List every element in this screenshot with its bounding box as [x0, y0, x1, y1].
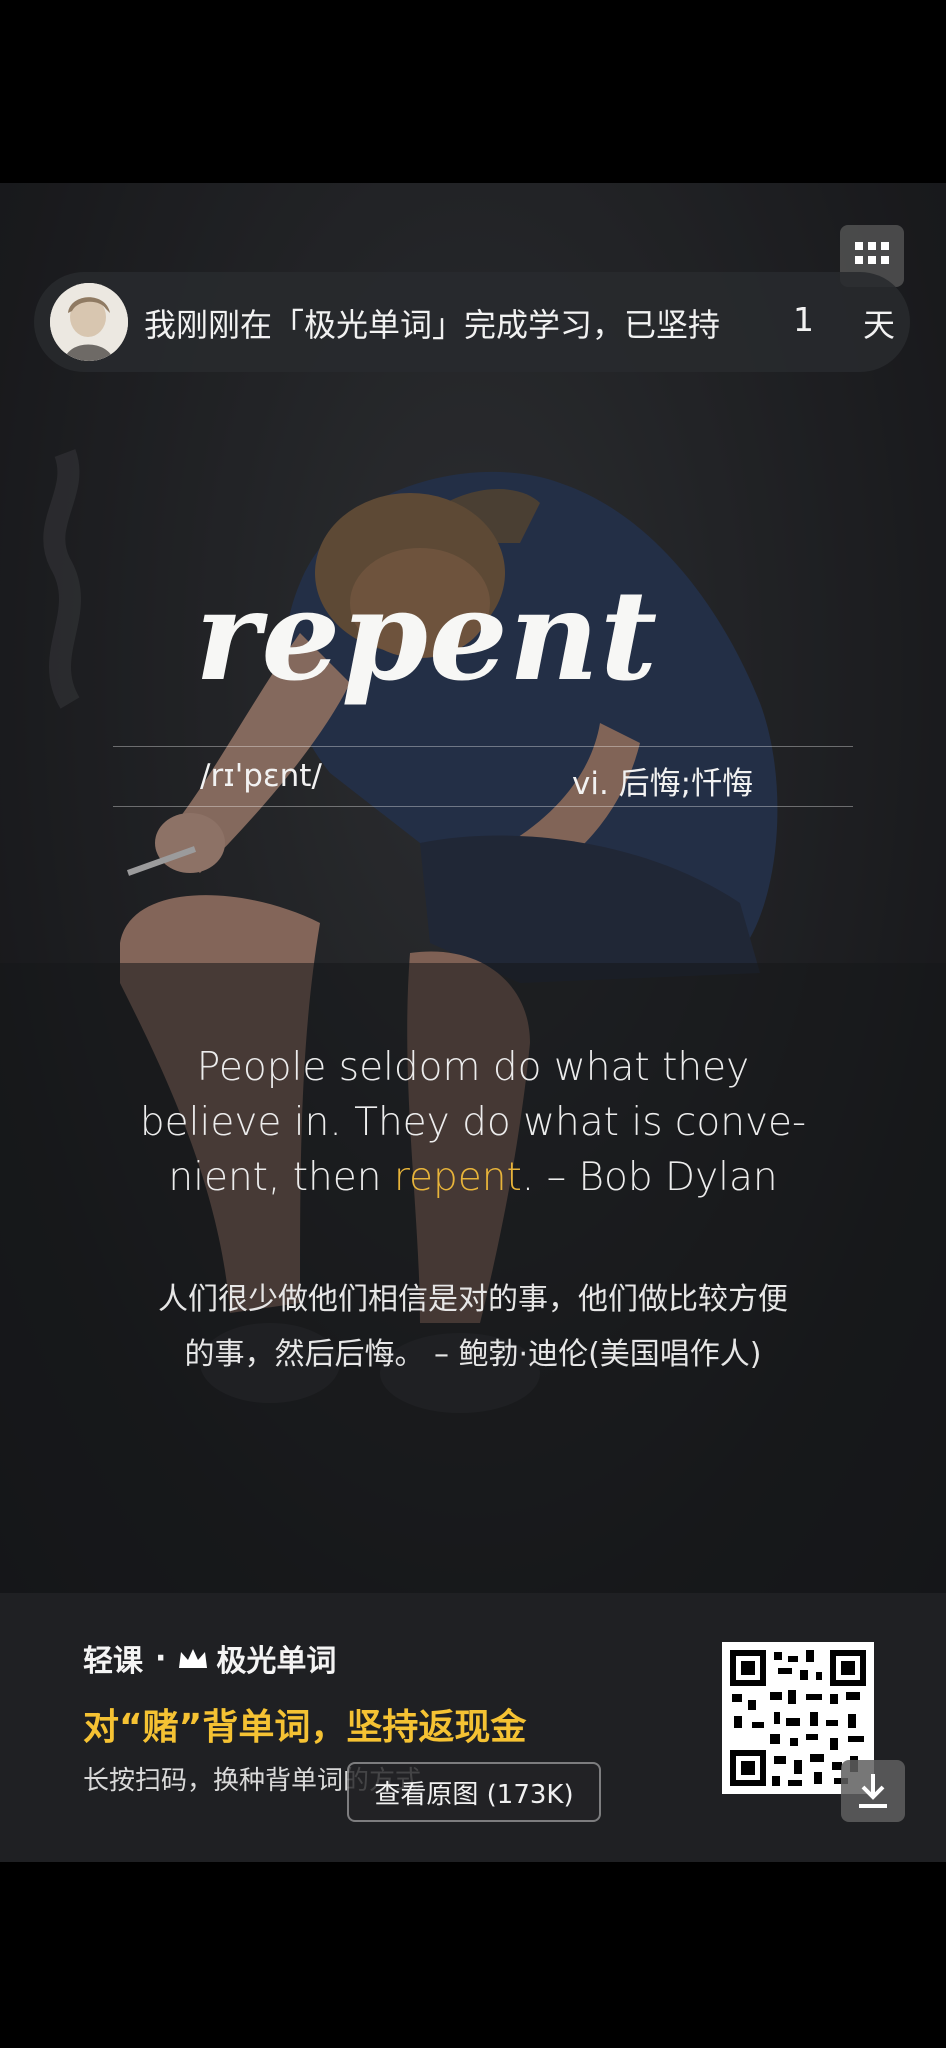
definition-top-rule [113, 746, 853, 747]
view-original-button[interactable]: 查看原图 (173K) [347, 1762, 601, 1822]
quote-chinese-line-1: 人们很少做他们相信是对的事，他们做比较方便 [158, 1282, 788, 1317]
grid-icon [855, 242, 889, 264]
person-photo [0, 183, 946, 1593]
vocab-word: repent [195, 564, 659, 709]
share-bar [34, 272, 910, 372]
quote-text-before: nient, then [168, 1155, 394, 1200]
quote-chinese: 人们很少做他们相信是对的事，他们做比较方便 的事，然后后悔。 – 鲍勃·迪伦(美… [95, 1272, 851, 1382]
quote-english: People seldom do what they believe in. T… [95, 1040, 851, 1205]
poster-image[interactable] [0, 183, 946, 1593]
top-black-area [0, 0, 946, 183]
quote-english-line-2: believe in. They do what is conve- [139, 1100, 807, 1145]
phonetic: /rɪ'pɛnt/ [200, 758, 322, 794]
qr-code-pattern [730, 1650, 866, 1786]
meaning: vi. 后悔;忏悔 [572, 766, 754, 802]
definition-bottom-rule [113, 806, 853, 807]
crown-icon [179, 1649, 208, 1668]
quote-english-line-1: People seldom do what they [196, 1045, 750, 1090]
avatar-image [50, 283, 128, 361]
download-button[interactable] [841, 1760, 905, 1822]
streak-days: 1 [793, 300, 814, 339]
quote-english-line-3: nient, then repent. – Bob Dylan [95, 1150, 851, 1205]
brand-separator: · [155, 1640, 167, 1676]
brand-line: 轻课 · 极光单词 [83, 1636, 336, 1680]
quote-highlight-word: repent [393, 1155, 522, 1200]
bottom-black-area [0, 1862, 946, 2048]
brand-name: 极光单词 [216, 1644, 337, 1679]
streak-unit: 天 [863, 306, 896, 344]
promo-headline: 对“赌”背单词，坚持返现金 [83, 1707, 527, 1748]
download-icon [859, 1774, 887, 1808]
avatar[interactable] [50, 283, 128, 361]
brand-prefix: 轻课 [83, 1644, 143, 1679]
share-text: 我刚刚在「极光单词」完成学习，已坚持 [144, 306, 721, 344]
quote-chinese-line-2: 的事，然后后悔。 – 鲍勃·迪伦(美国唱作人) [184, 1337, 762, 1372]
quote-attribution: . – Bob Dylan [521, 1155, 778, 1200]
